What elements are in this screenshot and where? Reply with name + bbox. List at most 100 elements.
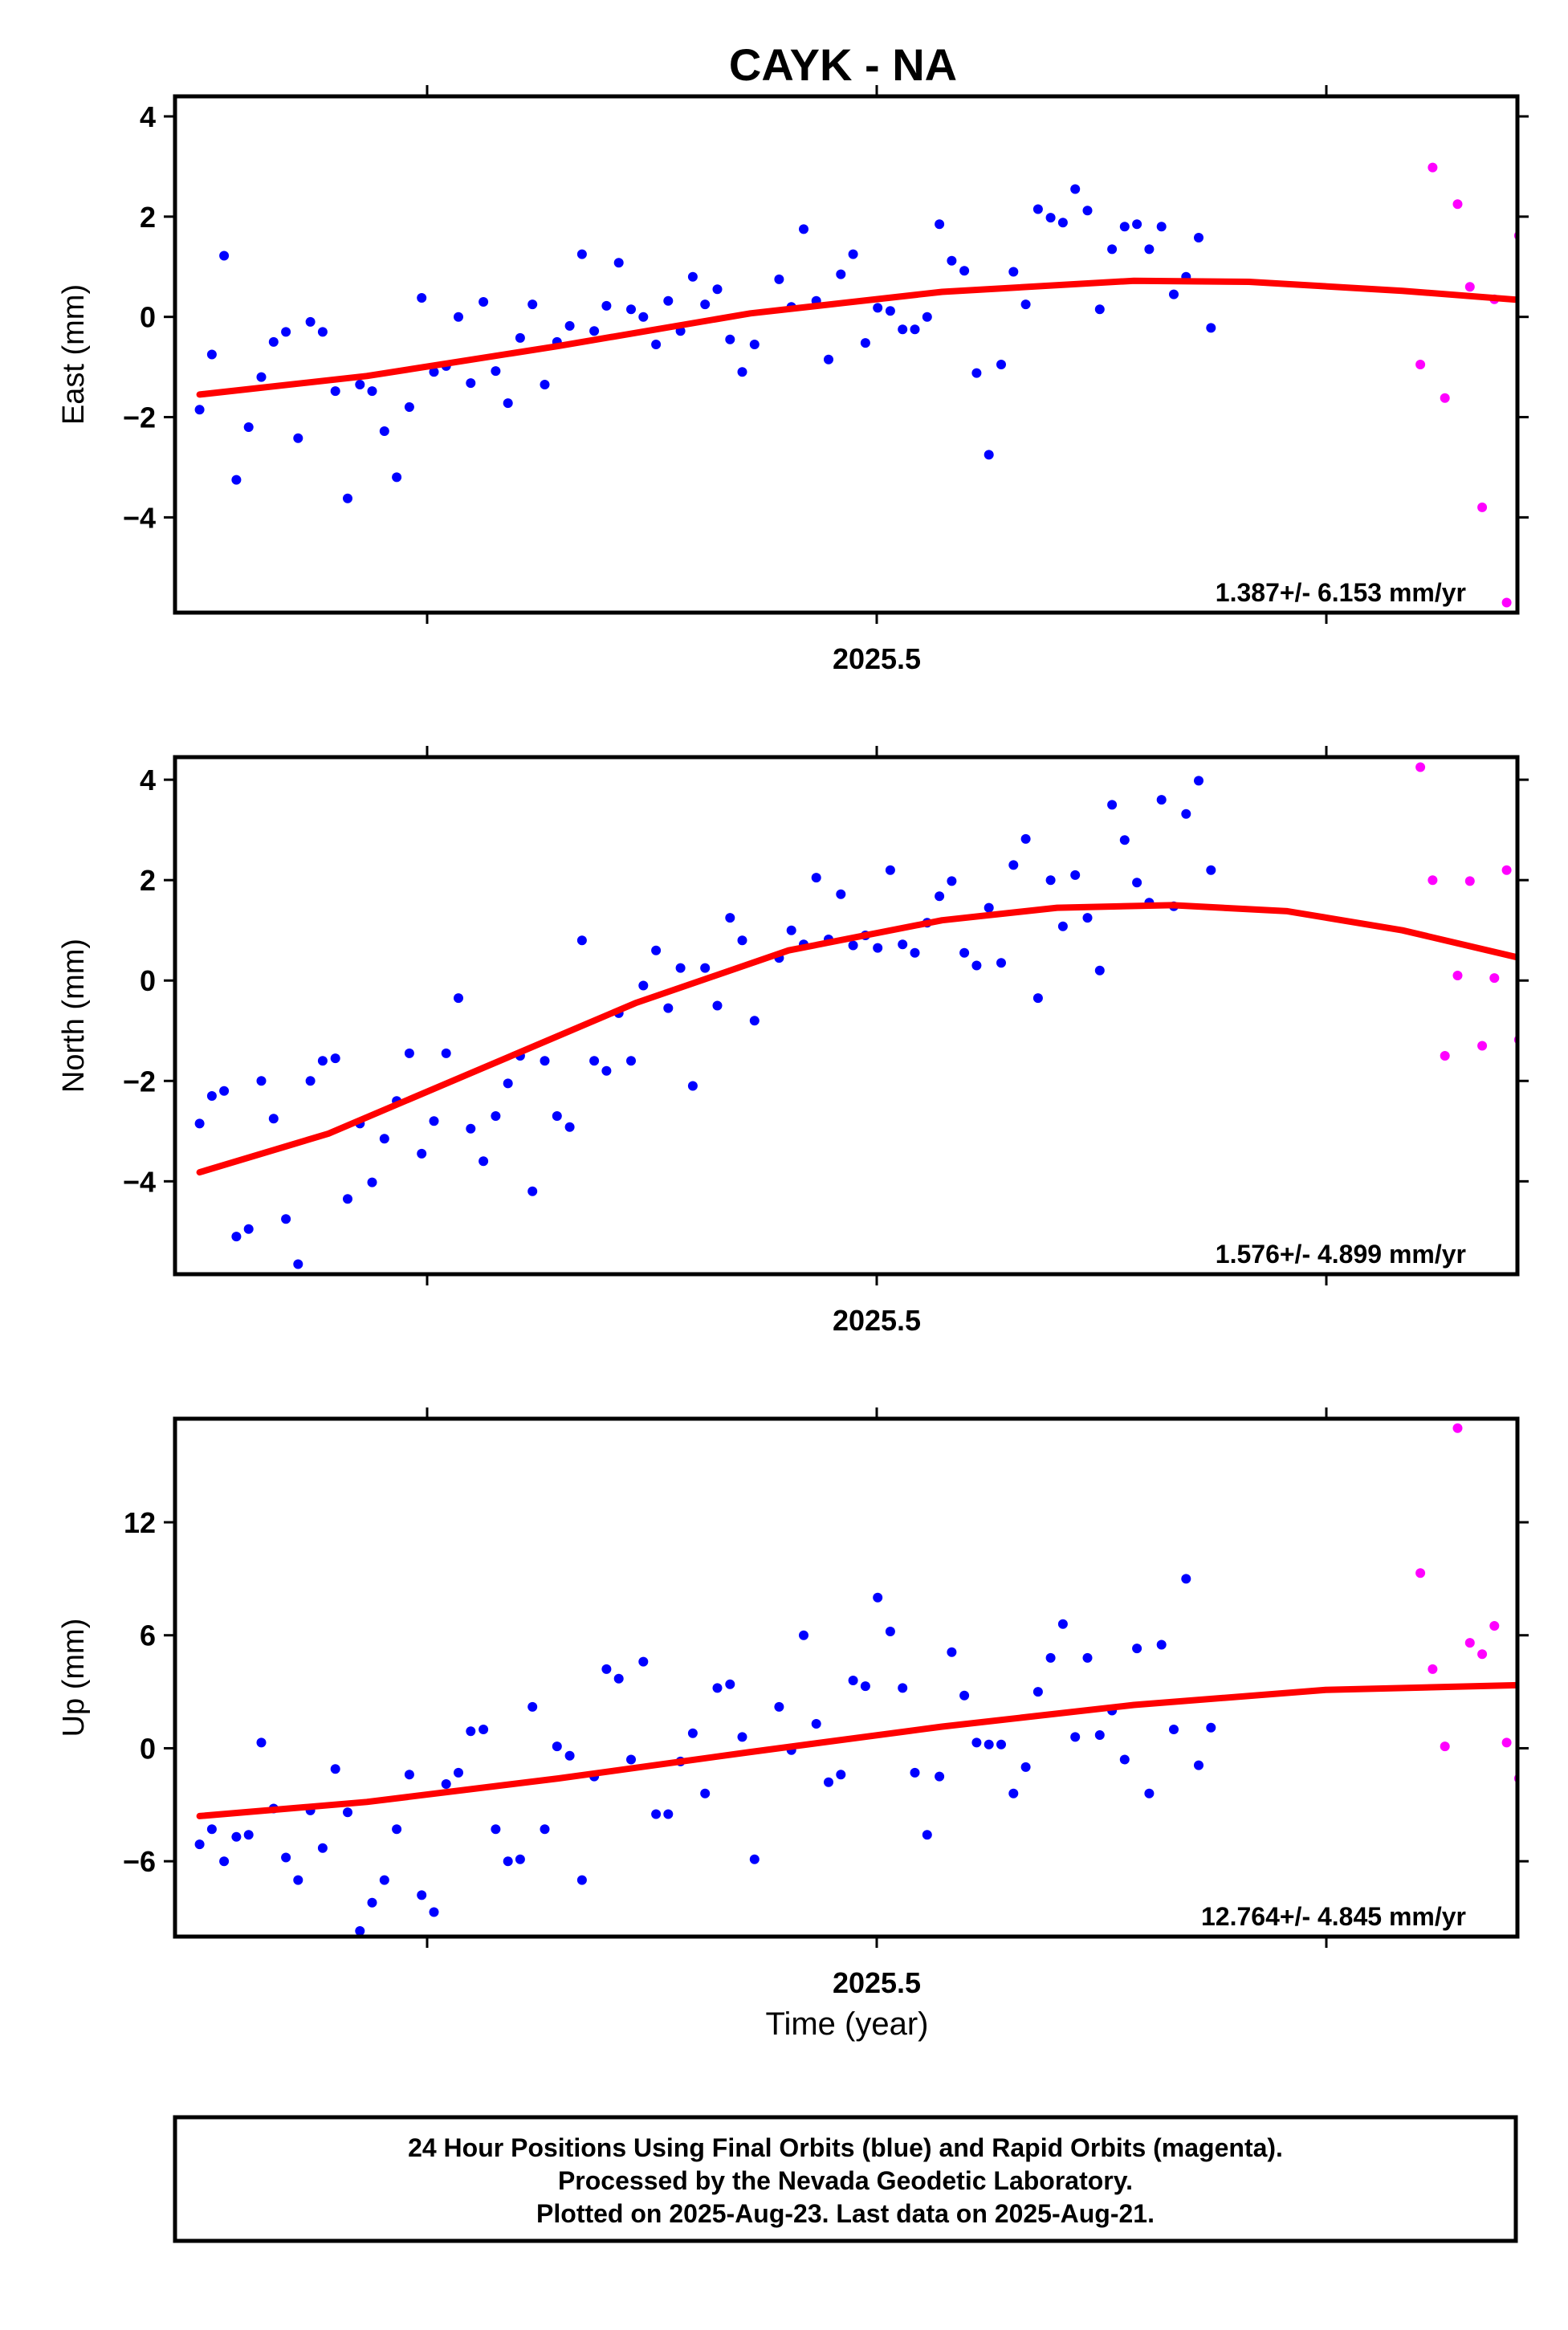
trend-fit-line [196,1681,1517,1819]
final-orbit-point [1156,795,1167,805]
final-orbit-point [355,1926,365,1936]
final-orbit-point [243,422,254,432]
final-orbit-point [268,336,279,347]
final-orbit-point [737,935,747,946]
final-orbit-point [343,1194,352,1204]
final-orbit-point [404,1048,414,1058]
final-orbit-point [281,327,291,337]
rapid-orbit-point [1464,282,1475,292]
final-orbit-point [898,1683,908,1693]
rapid-orbit-point [1551,157,1561,166]
final-orbit-point [638,980,649,991]
y-tick-label: −4 [123,501,156,534]
final-orbit-point [687,1728,698,1738]
final-orbit-point [454,312,463,322]
final-orbit-point [1070,870,1081,880]
final-orbit-point [1156,222,1167,232]
final-orbit-point [848,940,858,951]
final-orbit-point [527,299,538,310]
final-orbit-point [1119,222,1130,232]
final-orbit-point [601,300,612,311]
footer-box: 24 Hour Positions Using Final Orbits (bl… [173,2115,1518,2243]
final-orbit-point [737,367,747,377]
y-tick-label: 2 [140,864,156,897]
final-orbit-point [824,1777,833,1787]
final-orbit-point [1094,965,1105,976]
final-orbit-point [700,1788,711,1798]
final-orbit-point [1156,1640,1167,1650]
rate-annotation: 1.576+/- 4.899 mm/yr [1216,1240,1466,1269]
final-orbit-point [737,1732,747,1742]
y-tick-label: 0 [140,1732,156,1765]
final-orbit-point [811,873,821,883]
final-orbit-point [687,1081,698,1091]
final-orbit-point [1144,244,1155,255]
final-orbit-point [479,1725,489,1734]
final-orbit-point [836,269,846,279]
final-orbit-point [971,368,982,378]
final-orbit-point [330,1053,340,1064]
x-tick-label: 2025.5 [833,1966,921,1999]
x-tick-label: 2025.5 [833,1304,921,1337]
final-orbit-point [367,386,377,397]
final-orbit-point [725,1679,735,1689]
final-orbit-point [1107,800,1118,810]
final-orbit-point [392,472,402,483]
final-orbit-point [343,493,352,503]
final-orbit-point [330,386,340,397]
rapid-orbit-point [1527,1053,1537,1063]
final-orbit-point [971,960,982,971]
final-orbit-point [305,1076,316,1086]
final-orbit-point [799,224,808,234]
final-orbit-point [675,963,686,973]
rapid-orbit-point [1427,162,1438,173]
final-orbit-point [638,1656,649,1667]
final-orbit-point [922,312,932,322]
x-axis-label: Time (year) [766,2006,929,2042]
final-orbit-point [725,913,735,923]
final-orbit-point [885,1627,895,1636]
y-tick-label: 0 [140,964,156,997]
final-orbit-point [1181,1574,1191,1584]
y-tick-label: −4 [123,1165,156,1198]
rapid-orbit-point [1440,1741,1450,1752]
final-orbit-point [996,958,1006,968]
rapid-orbit-point [1489,973,1500,984]
final-orbit-point [651,340,662,349]
rapid-orbit-point [1415,360,1426,369]
final-orbit-point [1132,1644,1142,1654]
final-orbit-point [243,1224,254,1234]
panel-frame [173,1416,1520,1939]
final-orbit-point [626,1056,636,1066]
final-orbit-point [971,1737,982,1748]
final-orbit-point [1144,1788,1155,1798]
y-axis-label: East (mm) [57,284,91,425]
final-orbit-point [873,1592,883,1603]
rapid-orbit-point [1464,1638,1475,1648]
final-orbit-point [651,945,662,955]
final-orbit-point [626,304,636,315]
final-orbit-point [256,1076,267,1086]
final-orbit-point [281,1214,291,1224]
rapid-orbit-point [1551,1058,1561,1068]
final-orbit-point [1057,1619,1068,1629]
final-orbit-point [540,1824,550,1835]
y-tick-label: 6 [140,1619,156,1652]
final-orbit-point [836,1770,846,1780]
final-orbit-point [441,1048,451,1058]
final-orbit-point [947,255,957,266]
final-orbit-point [441,1779,451,1789]
final-orbit-point [1020,1762,1031,1772]
final-orbit-point [576,1875,587,1885]
rapid-orbit-point [1501,1737,1512,1748]
final-orbit-point [749,340,760,349]
final-orbit-point [206,1824,217,1835]
final-orbit-point [1206,1722,1216,1733]
final-orbit-point [799,1630,808,1640]
final-orbit-point [1206,323,1216,333]
final-orbit-point [515,1854,525,1864]
final-orbit-point [317,1056,328,1066]
rapid-orbit-point [1551,1794,1561,1804]
final-orbit-point [379,1875,389,1885]
final-orbit-point [417,293,427,303]
